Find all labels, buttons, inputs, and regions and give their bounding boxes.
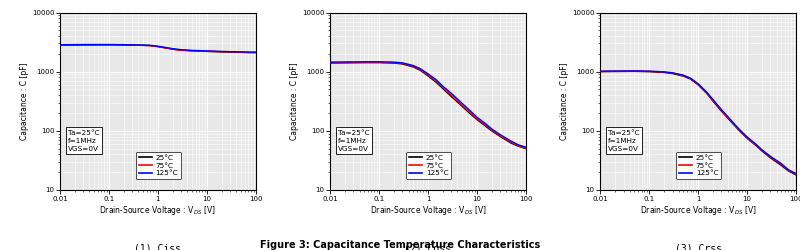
Y-axis label: Capacitance : C [pF]: Capacitance : C [pF] — [20, 62, 29, 140]
Legend: 25°C, 75°C, 125°C: 25°C, 75°C, 125°C — [406, 152, 451, 179]
Text: Ta=25°C
f=1MHz
VGS=0V: Ta=25°C f=1MHz VGS=0V — [68, 130, 99, 152]
Y-axis label: Capacitance : C [pF]: Capacitance : C [pF] — [290, 62, 299, 140]
X-axis label: Drain-Source Voltage : V$_{DS}$ [V]: Drain-Source Voltage : V$_{DS}$ [V] — [99, 204, 216, 217]
Text: (3) Crss: (3) Crss — [674, 243, 722, 250]
Legend: 25°C, 75°C, 125°C: 25°C, 75°C, 125°C — [676, 152, 722, 179]
Y-axis label: Capacitance : C [pF]: Capacitance : C [pF] — [561, 62, 570, 140]
Text: Ta=25°C
f=1MHz
VGS=0V: Ta=25°C f=1MHz VGS=0V — [338, 130, 370, 152]
X-axis label: Drain-Source Voltage : V$_{DS}$ [V]: Drain-Source Voltage : V$_{DS}$ [V] — [640, 204, 757, 217]
Text: Ta=25°C
f=1MHz
VGS=0V: Ta=25°C f=1MHz VGS=0V — [608, 130, 640, 152]
Legend: 25°C, 75°C, 125°C: 25°C, 75°C, 125°C — [136, 152, 181, 179]
Text: Figure 3: Capacitance Temperature Characteristics: Figure 3: Capacitance Temperature Charac… — [260, 240, 540, 250]
X-axis label: Drain-Source Voltage : V$_{DS}$ [V]: Drain-Source Voltage : V$_{DS}$ [V] — [370, 204, 486, 217]
Text: (2) Coss: (2) Coss — [405, 243, 451, 250]
Text: (1) Ciss: (1) Ciss — [134, 243, 182, 250]
